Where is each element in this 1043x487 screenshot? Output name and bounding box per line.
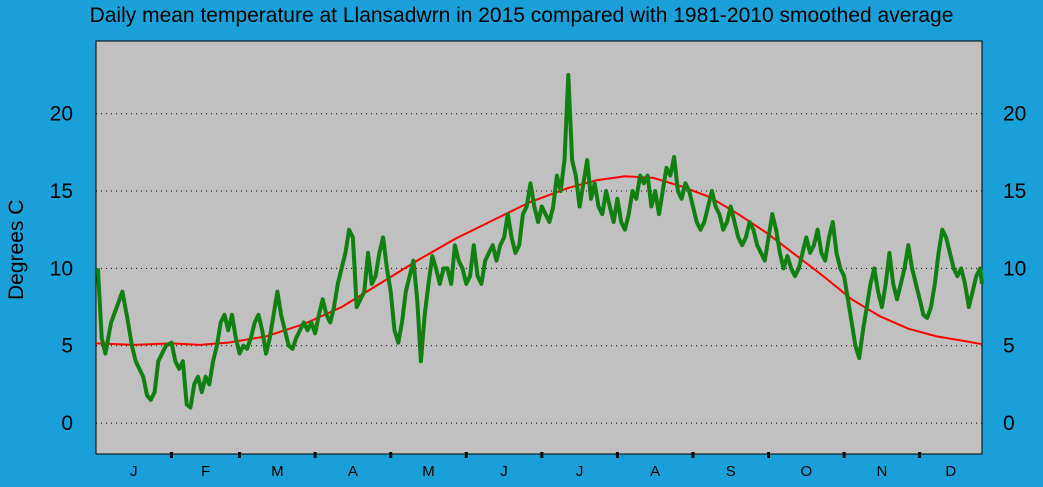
y-tick-left-20: 20 [50,103,73,126]
x-tick-label-1: J [130,463,138,480]
x-tick-label-2: F [201,463,210,480]
x-tick-label-9: S [726,463,736,480]
series-line-daily [95,73,984,410]
plot-background [95,40,983,455]
y-tick-left-5: 5 [61,335,73,358]
x-tick-label-4: A [348,463,358,480]
y-tick-right-5: 5 [1003,335,1015,358]
chart-title: Daily mean temperature at Llansadwrn in … [89,4,954,27]
x-tick-label-11: N [876,463,887,480]
x-tick-label-6: J [500,463,508,480]
y-tick-right-15: 15 [1003,180,1026,203]
x-tick-label-5: M [422,463,435,480]
y-tick-left-0: 0 [61,412,73,435]
series-layer [95,73,984,410]
axis-ticks: 0 0 5 5 10 10 15 15 20 20 J F M A M J J A S O N D [50,103,1027,480]
x-tick-label-3: M [271,463,284,480]
y-tick-right-10: 10 [1003,257,1026,280]
y-tick-right-20: 20 [1003,103,1026,126]
x-tick-label-10: O [800,463,812,480]
x-tick-label-7: J [576,463,584,480]
series-line-average [95,175,983,346]
x-tick-label-12: D [945,463,956,480]
x-tick-label-8: A [650,463,660,480]
y-tick-left-15: 15 [50,180,73,203]
y-tick-left-10: 10 [50,257,73,280]
y-tick-right-0: 0 [1003,412,1015,435]
